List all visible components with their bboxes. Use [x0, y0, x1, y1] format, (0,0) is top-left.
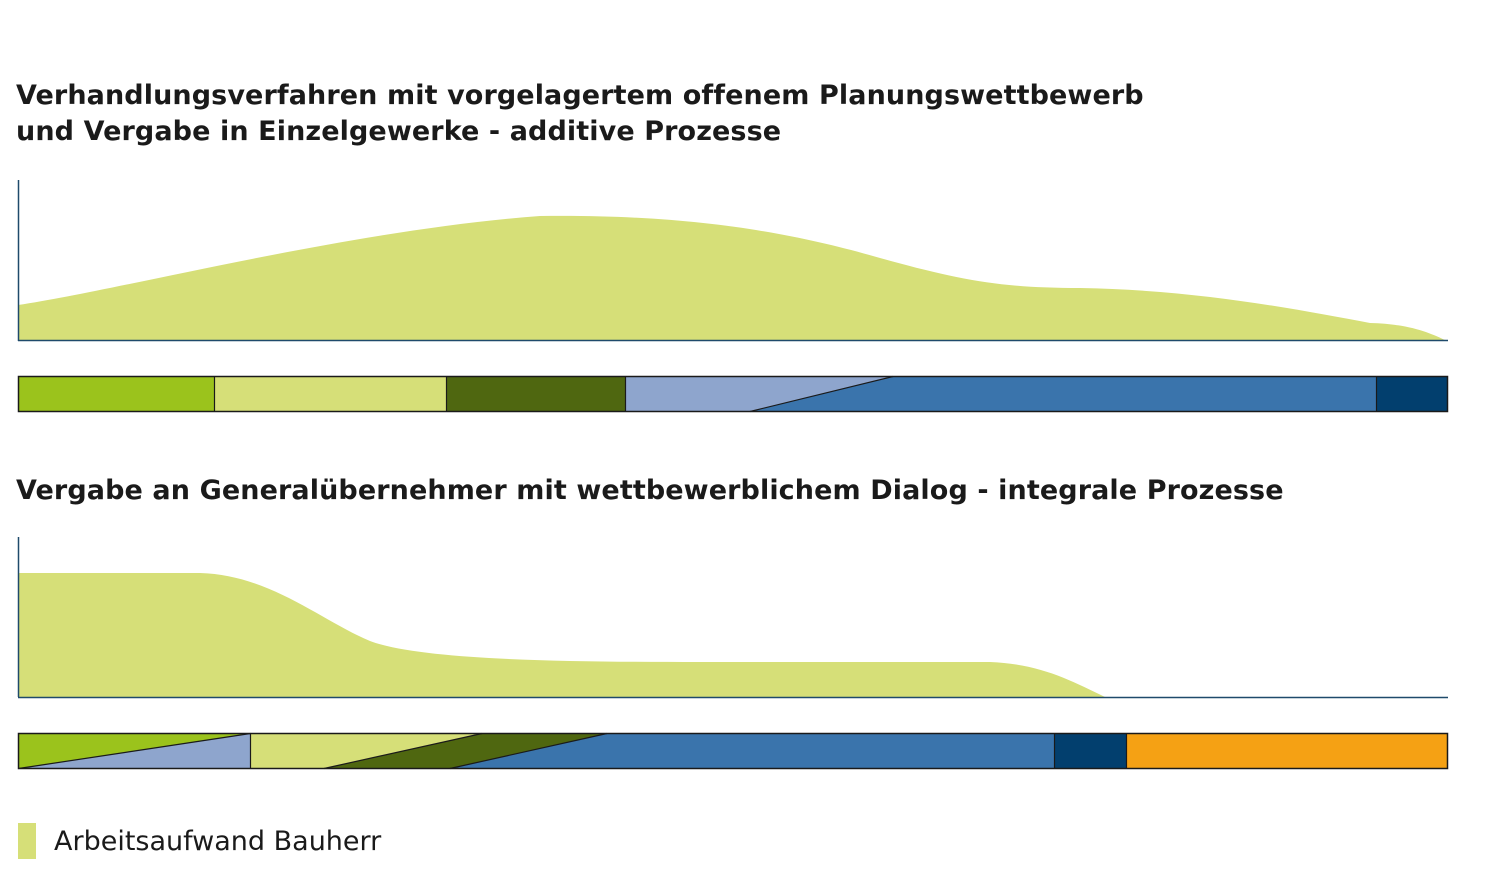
diagram2-segment-light-green [250, 733, 482, 769]
diagram1-title: Verhandlungsverfahren mit vorgelagertem … [16, 78, 1144, 150]
legend-swatch-icon [18, 823, 36, 859]
diagram1-effort-chart [17, 180, 1448, 342]
legend: Arbeitsaufwand Bauherr [18, 823, 381, 859]
diagram1-segment-light-green [214, 376, 447, 412]
diagram2-segment-navy [1054, 733, 1127, 769]
diagram2-diagonal-1 [18, 732, 251, 770]
diagram2-effort-area [18, 573, 1105, 697]
diagram2-segment-mid-blue [450, 733, 1055, 769]
diagram1-bar-outline [17, 375, 1449, 413]
diagram2-diagonal-2 [323, 732, 483, 770]
diagram1-segment-dark-green [446, 376, 626, 412]
diagram1-diagonal-divider [749, 375, 894, 413]
legend-label: Arbeitsaufwand Bauherr [54, 825, 382, 857]
diagram2-process-bar [17, 732, 1449, 770]
diagram2-segment-orange [1126, 733, 1448, 769]
diagram2-effort-chart [17, 537, 1448, 699]
diagram1-process-bar [17, 375, 1449, 413]
diagram1-effort-area [18, 215, 1447, 341]
diagram1-title-line1: Verhandlungsverfahren mit vorgelagertem … [16, 80, 1144, 111]
diagram1-segment-light-blue [625, 376, 893, 412]
diagram2-title: Vergabe an Generalübernehmer mit wettbew… [16, 475, 1284, 506]
diagram1-segment-mid-blue [750, 376, 1377, 412]
diagram1-segment-navy [1376, 376, 1448, 412]
diagram1-title-line2: und Vergabe in Einzelgewerke - additive … [16, 116, 782, 147]
diagram2-segment-dark-green [324, 733, 607, 769]
diagram2-diagonal-3 [449, 732, 608, 770]
diagram2-bar-outline [17, 732, 1449, 770]
diagram1-segment-lime [18, 376, 215, 412]
